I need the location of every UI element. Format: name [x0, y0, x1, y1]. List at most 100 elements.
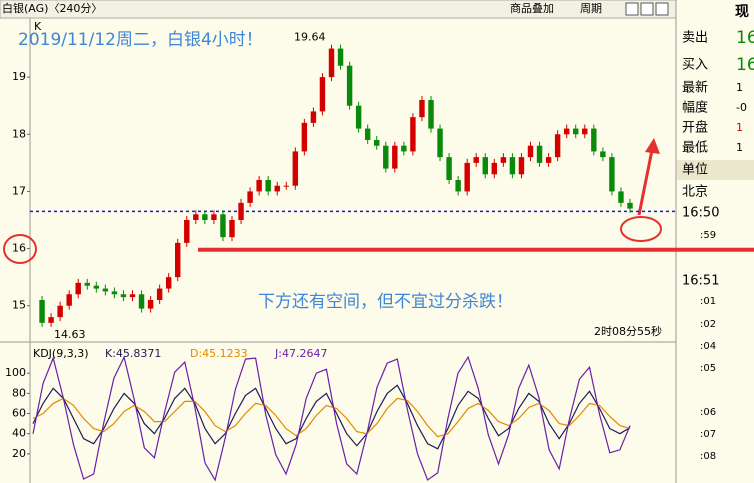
- legend-entry: K:45.8371: [105, 347, 161, 360]
- candle: [256, 180, 262, 192]
- y-tick-label: 100: [5, 366, 26, 379]
- time-label: :05: [700, 363, 716, 374]
- city-label: 北京: [682, 185, 708, 200]
- quote-value: -0: [736, 101, 747, 114]
- nav-left[interactable]: [625, 2, 639, 16]
- y-tick-label: 17: [12, 184, 26, 197]
- candle: [93, 285, 100, 289]
- candle: [437, 128, 443, 158]
- candle: [536, 145, 543, 163]
- candle: [374, 140, 380, 146]
- unit-label: 单位: [682, 163, 708, 178]
- time-label: :02: [700, 319, 716, 330]
- candle: [102, 288, 109, 292]
- candle: [193, 214, 199, 220]
- candle: [346, 65, 353, 106]
- y-tick-label: 16: [12, 242, 26, 255]
- candle: [401, 145, 407, 152]
- quote-value: 1: [736, 81, 743, 94]
- candle: [175, 242, 181, 278]
- candle: [66, 294, 72, 306]
- candle: [591, 128, 597, 152]
- candle: [473, 157, 479, 163]
- y-tick-label: 40: [12, 427, 26, 440]
- symbol: 白银(AG)〈240分〉: [2, 1, 102, 15]
- y-tick-label: 19: [12, 70, 26, 83]
- candle: [355, 105, 362, 129]
- candle: [518, 157, 525, 175]
- candle: [265, 180, 271, 192]
- candle: [238, 202, 244, 220]
- candle: [419, 100, 425, 118]
- candle: [337, 48, 344, 66]
- candle: [364, 128, 371, 140]
- quote-value: 16: [736, 28, 754, 48]
- quote-value: 1: [736, 121, 743, 134]
- candle: [573, 128, 579, 135]
- y-tick-label: 20: [12, 447, 26, 460]
- quote-label: 买入: [682, 58, 708, 73]
- candle: [618, 191, 624, 203]
- candle: [328, 48, 335, 78]
- indicator-title: KDJ(9,3,3): [33, 347, 89, 360]
- quote-value: 16: [736, 55, 754, 75]
- candle: [482, 157, 488, 175]
- time-label: :08: [700, 451, 716, 462]
- candle: [392, 145, 398, 169]
- kdj-line: [32, 397, 631, 438]
- quote-label: 开盘: [682, 120, 708, 136]
- candle: [491, 162, 498, 175]
- corner-label: K: [34, 20, 42, 33]
- y-tick-label: 60: [12, 407, 26, 420]
- high-label: 19.64: [294, 31, 326, 44]
- time-label: 16:51: [682, 274, 719, 289]
- candle: [500, 157, 507, 163]
- nav-expand[interactable]: [655, 2, 669, 16]
- time-label: :59: [700, 230, 716, 241]
- candle: [627, 202, 633, 209]
- quote-label: 幅度: [682, 100, 708, 116]
- candle: [156, 288, 163, 300]
- candle: [527, 145, 534, 158]
- candle: [147, 300, 154, 309]
- nav-right[interactable]: [640, 2, 654, 16]
- candle: [600, 151, 606, 158]
- candle: [220, 214, 226, 238]
- candle: [554, 134, 561, 158]
- period-button[interactable]: 周期: [580, 2, 602, 15]
- candle: [428, 100, 434, 129]
- countdown: 2时08分55秒: [594, 324, 662, 338]
- candle: [39, 300, 45, 323]
- time-label: :07: [700, 429, 716, 440]
- candle: [301, 122, 308, 152]
- candle: [464, 162, 470, 192]
- candle: [84, 282, 90, 286]
- quote-label: 最新: [682, 80, 708, 96]
- overlay-button[interactable]: 商品叠加: [510, 1, 554, 15]
- candle: [283, 185, 289, 187]
- candle: [274, 185, 280, 192]
- time-label: :01: [700, 296, 716, 307]
- candle: [455, 180, 461, 192]
- candle: [310, 111, 317, 123]
- candle: [111, 291, 118, 295]
- quote-label: 卖出: [682, 31, 708, 46]
- candle: [48, 317, 54, 323]
- legend-entry: D:45.1233: [190, 347, 248, 360]
- low-label: 14.63: [54, 328, 86, 341]
- candle: [446, 157, 452, 180]
- candle: [563, 128, 570, 135]
- legend-entry: J:47.2647: [274, 347, 327, 360]
- annotation: 下方还有空间，但不宜过分杀跌！: [258, 292, 513, 312]
- time-label: :06: [700, 407, 716, 418]
- y-tick-label: 80: [12, 386, 26, 399]
- circle-mark: [620, 216, 662, 242]
- candle: [545, 157, 552, 163]
- kdj-line: [32, 384, 631, 450]
- candle: [129, 294, 136, 298]
- panel-header: 现: [735, 4, 749, 20]
- candle: [202, 214, 208, 220]
- unit-row: [677, 160, 754, 180]
